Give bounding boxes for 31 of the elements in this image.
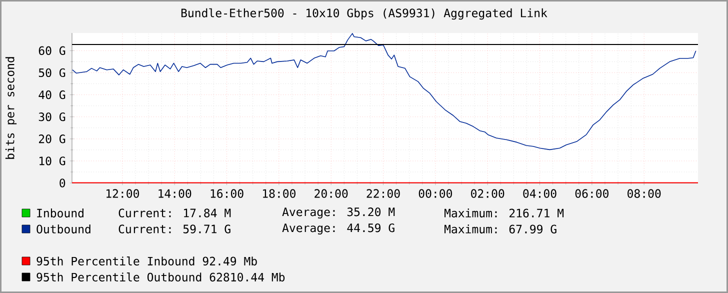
y-tick-label: 0 [60,178,66,188]
y-tick-label: 30 G [38,112,66,122]
y-tick-label: 60 G [38,46,66,55]
text: Maximum: 216.71 M [444,208,564,218]
x-tick-label: 06:00 [575,189,608,198]
x-tick-label: 12:00 [106,189,139,198]
y-tick-label: 40 G [38,90,66,100]
x-tick-label: 20:00 [314,189,348,198]
line-series [72,33,696,150]
y-tick-label: 50 G [38,68,66,78]
text: Maximum: 67.99 G [444,224,556,234]
y-tick-label: 10 G [40,156,66,166]
x-tick-label: 02:00 [471,189,504,198]
x-tick-label: 16:00 [210,189,244,198]
legend-label: 95th Percentile Inbound 92.49 Mb [36,256,257,266]
x-tick-label: 00:00 [418,189,452,198]
legend-label: Outbound [36,224,90,234]
x-tick-label: 18:00 [263,189,296,198]
x-tick-label: 08:00 [628,189,661,198]
y-axis-title: bits per second [5,57,17,159]
y-tick-label: 20 G [38,134,66,144]
text: Average: 35.20 M [282,208,395,218]
text: Current: 59.71 G [118,224,230,234]
x-tick-label: 22:00 [366,189,400,198]
chart-title: Bundle-Ether500 - 10x10 Gbps (AS9931) Aggregated Link [181,8,548,20]
legend-label: Inbound [37,208,84,218]
text: Current: 17.84 M [118,208,231,218]
text: Average: 44.59 G [282,224,394,234]
x-tick-label: 04:00 [523,189,556,198]
x-tick-label: 14:00 [158,189,192,198]
legend-label: 95th Percentile Outbound 62810.44 Mb [36,272,285,282]
